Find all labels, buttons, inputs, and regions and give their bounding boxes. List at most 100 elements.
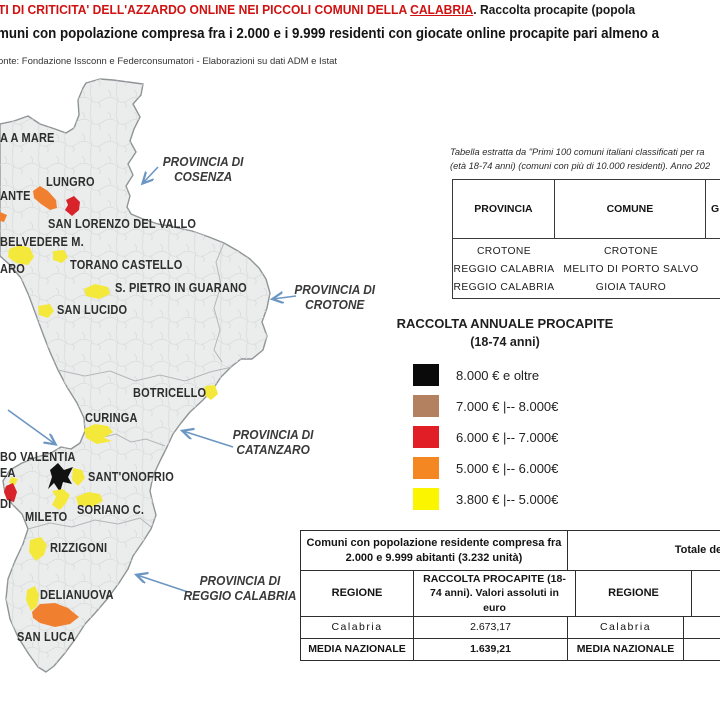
province-crotone-line2: CROTONE	[305, 298, 365, 312]
municipality-shape-vibo-valentia	[48, 463, 73, 492]
cell-value: 2.673,17	[414, 617, 568, 638]
map-label-san-lucido: SAN LUCIDO	[57, 303, 128, 317]
cell-provincia: REGGIO CALABRIA	[453, 263, 555, 275]
cell-comune: GIOIA TAURO	[595, 281, 667, 293]
province-annotation-cosenza: PROVINCIA DI COSENZA	[158, 155, 248, 185]
province-cosenza-line1: PROVINCIA DI	[162, 155, 244, 169]
bottom-table-header-row: REGIONE RACCOLTA PROCAPITE (18-74 anni).…	[301, 571, 720, 617]
legend-label: 7.000 € |-- 8.000€	[456, 398, 559, 414]
title-calabria-underlined: CALABRIA	[410, 2, 474, 17]
map-label-curinga: CURINGA	[85, 411, 138, 425]
cell-provincia: CROTONE	[476, 245, 532, 257]
arrow-crotone	[273, 296, 297, 299]
municipality-shape-mileto	[52, 489, 70, 510]
province-borders	[27, 242, 233, 530]
legend-title: RACCOLTA ANNUALE PROCAPITE	[396, 316, 614, 331]
map-label-bo-valentia: BO VALENTIA	[0, 450, 76, 464]
municipality-shape-curinga	[84, 424, 113, 444]
header-regione-2: REGIONE	[576, 571, 692, 616]
province-annotation-catanzaro: PROVINCIA DI CATANZARO	[228, 428, 318, 458]
group-header-all-towns: Totale dei comuni italiani	[674, 544, 720, 557]
title-black-segment: . Raccolta procapite (popola	[473, 2, 636, 17]
table-row-media-nazionale: MEDIA NAZIONALE 1.639,21 MEDIA NAZIONALE	[301, 639, 720, 660]
municipality-shape-tropea-yellow	[9, 477, 18, 485]
municipality-shape-edge-orange	[0, 212, 7, 222]
top-table-header-provincia: PROVINCIA	[453, 180, 555, 238]
header-regione-1: REGIONE	[301, 571, 414, 616]
top-table-body: CROTONE CROTONE REGGIO CALABRIA MELITO D…	[453, 239, 720, 298]
map-label-soriano: SORIANO C.	[77, 503, 145, 517]
top-table-caption-line1: Tabella estratta da "Primi 100 comuni it…	[450, 147, 705, 157]
page-title: TI DI CRITICITA' DELL'AZZARDO ONLINE NEI…	[0, 2, 635, 17]
municipality-shape-botricello	[204, 385, 218, 400]
top-table-header-row: PROVINCIA COMUNE G	[453, 180, 720, 239]
province-annotation-reggio: PROVINCIA DI REGGIO CALABRIA	[183, 574, 297, 604]
source-note: onte: Fondazione Issconn e Federconsumat…	[0, 56, 338, 67]
province-reggio-line1: PROVINCIA DI	[199, 574, 281, 588]
province-cosenza-line2: COSENZA	[174, 170, 233, 184]
header-raccolta-1: RACCOLTA PROCAPITE (18-74 anni). Valori …	[414, 571, 576, 616]
legend-label: 5.000 € |-- 6.000€	[456, 460, 559, 476]
top-table-caption-line2: (età 18-74 anni) (comuni con più di 10.0…	[450, 161, 711, 171]
cell-regione: Calabria	[301, 617, 414, 638]
cell-regione: Calabria	[568, 617, 684, 638]
municipality-shape-soriano	[76, 492, 103, 507]
legend-swatch-yellow	[413, 488, 439, 510]
bottom-table-group-row: Comuni con popolazione residente compres…	[301, 531, 720, 571]
cell-value	[684, 639, 720, 660]
cell-comune: MELITO DI PORTO SALVO	[563, 263, 699, 275]
map-label-mileto: MILETO	[25, 510, 68, 524]
map-label-ea: EA	[0, 466, 16, 480]
municipality-shape-s-pietro	[84, 284, 110, 299]
municipality-shape-san-lucido	[38, 304, 54, 318]
bottom-table: Comuni con popolazione residente compres…	[300, 530, 720, 661]
legend-item: 8.000 € e oltre	[413, 364, 558, 386]
arrow-vibo-valentia	[7, 409, 55, 444]
cell-value	[684, 617, 720, 638]
map-label-sant-onofrio: SANT'ONOFRIO	[88, 470, 175, 484]
map-label-s-pietro: S. PIETRO IN GUARANO	[115, 281, 247, 295]
top-table: PROVINCIA COMUNE G CROTONE CROTONE REGGI…	[452, 179, 720, 299]
legend-item: 7.000 € |-- 8.000€	[413, 395, 558, 417]
page-subtitle: muni con popolazione compresa fra i 2.00…	[0, 26, 660, 42]
legend-swatch-brown	[413, 395, 439, 417]
province-catanzaro-line2: CATANZARO	[236, 443, 310, 457]
title-red-segment: TI DI CRITICITA' DELL'AZZARDO ONLINE NEI…	[0, 2, 411, 17]
legend-swatch-red	[413, 426, 439, 448]
legend: 8.000 € e oltre 7.000 € |-- 8.000€ 6.000…	[413, 364, 558, 519]
map-label-ante: ANTE	[0, 189, 31, 203]
cell-value: 1.639,21	[414, 639, 568, 660]
map-label-san-luca: SAN LUCA	[17, 630, 76, 644]
arrow-reggio-calabria	[137, 575, 189, 593]
province-crotone-line1: PROVINCIA DI	[294, 283, 376, 297]
municipality-shape-tropea-red	[4, 483, 17, 502]
municipality-shape-san-lorenzo	[65, 196, 80, 216]
table-row-calabria: Calabria 2.673,17 Calabria	[301, 617, 720, 639]
table-row: CROTONE CROTONE	[453, 242, 720, 260]
group-header-small-towns: Comuni con popolazione residente compres…	[301, 531, 568, 570]
province-reggio-line2: REGGIO CALABRIA	[183, 589, 297, 603]
legend-subtitle: (18-74 anni)	[470, 335, 540, 349]
top-table-header-comune: COMUNE	[555, 180, 707, 238]
arrow-cosenza	[143, 166, 159, 183]
cell-comune: CROTONE	[603, 245, 659, 257]
top-table-caption: Tabella estratta da "Primi 100 comuni it…	[450, 145, 710, 173]
municipality-shape-belvedere	[8, 245, 34, 265]
group1-line1: Comuni con popolazione residente compres…	[306, 537, 562, 550]
map-label-torano: TORANO CASTELLO	[70, 258, 183, 272]
cell-regione: MEDIA NAZIONALE	[301, 639, 414, 660]
map-label-di: DI	[0, 497, 12, 511]
map-label-botricello: BOTRICELLO	[133, 386, 207, 400]
municipality-shape-san-luca	[32, 603, 79, 627]
map-label-belvedere: BELVEDERE M.	[0, 235, 84, 249]
top-table-header-clipped: G	[711, 203, 720, 215]
table-row: REGGIO CALABRIA MELITO DI PORTO SALVO	[453, 260, 720, 278]
legend-swatch-orange	[413, 457, 439, 479]
municipality-shape-rizzigoni	[29, 537, 47, 561]
group1-line2: 2.000 e 9.999 abitanti (3.232 unità)	[345, 551, 523, 564]
municipality-shape-torano	[53, 250, 68, 263]
map-label-aro: ARO	[0, 262, 25, 276]
legend-item: 6.000 € |-- 7.000€	[413, 426, 558, 448]
